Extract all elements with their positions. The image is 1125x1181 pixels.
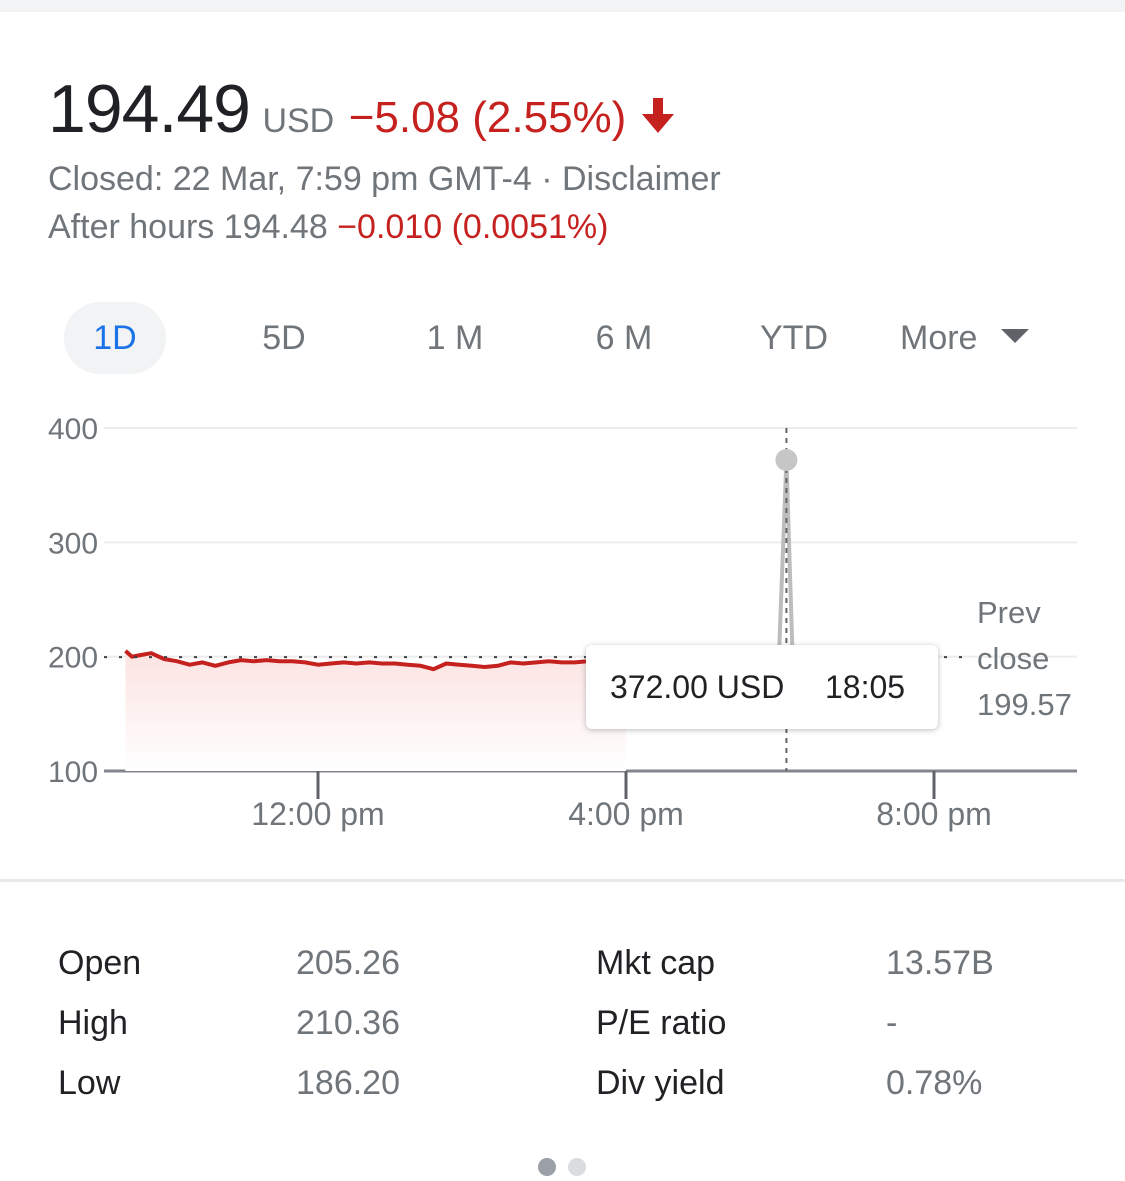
after-hours-price: After hours 194.48 <box>48 208 328 246</box>
stat-value-div-yield: 0.78% <box>886 1064 983 1102</box>
prev-close-line1: Prev <box>977 595 1041 630</box>
stat-value-mkt-cap: 13.57B <box>886 944 994 982</box>
tab-ytd[interactable]: YTD <box>760 319 828 357</box>
stat-value-open: 205.26 <box>296 944 400 982</box>
tooltip-value: 372.00 USD <box>610 669 785 705</box>
stat-row: High 210.36 <box>58 1000 478 1060</box>
y-tick-label: 100 <box>48 756 98 789</box>
tab-1m[interactable]: 1 M <box>426 319 484 357</box>
pagination-dots <box>538 1158 598 1181</box>
session-area <box>125 650 626 771</box>
x-tick-label: 12:00 pm <box>251 796 384 832</box>
session-line <box>124 649 627 672</box>
y-tick-label: 300 <box>48 527 98 560</box>
stat-row: Low 186.20 <box>58 1060 478 1120</box>
x-tick-label: 8:00 pm <box>876 796 992 832</box>
more-dropdown[interactable]: More <box>900 302 1060 374</box>
x-tick-label: 4:00 pm <box>568 796 684 832</box>
stats-right: Mkt cap 13.57B P/E ratio - Div yield 0.7… <box>596 940 1036 1120</box>
stat-label-high: High <box>58 1004 128 1042</box>
tab-1d[interactable]: 1D <box>64 302 166 374</box>
stat-value-pe-ratio: - <box>886 1004 898 1042</box>
separator: · <box>541 160 553 198</box>
stat-value-low: 186.20 <box>296 1064 400 1102</box>
more-label: More <box>900 319 978 357</box>
prev-close-value: 199.57 <box>977 687 1072 722</box>
arrow-down-icon <box>641 98 674 133</box>
stat-label-div-yield: Div yield <box>596 1064 725 1102</box>
price-chart[interactable]: 400 300 200 100 12:00 pm 4:00 pm 8:00 pm <box>0 400 1125 850</box>
disclaimer-link[interactable]: Disclaimer <box>562 160 721 198</box>
chart-tooltip: 372.00 USD 18:05 <box>586 645 938 729</box>
after-hours-change: −0.010 (0.0051%) <box>337 208 609 246</box>
current-price: 194.49 <box>48 71 251 147</box>
page-dot[interactable] <box>568 1158 586 1176</box>
price-change: −5.08 (2.55%) <box>348 93 627 142</box>
tooltip-time: 18:05 <box>825 669 906 705</box>
quote-header: 194.49 USD −5.08 (2.55%) <box>48 70 675 150</box>
y-tick-label: 400 <box>48 413 98 446</box>
stat-label-mkt-cap: Mkt cap <box>596 944 716 982</box>
stat-row: Div yield 0.78% <box>596 1060 1036 1120</box>
stat-label-low: Low <box>58 1064 121 1102</box>
stat-label-pe-ratio: P/E ratio <box>596 1004 727 1042</box>
y-tick-label: 200 <box>48 642 98 675</box>
caret-down-icon <box>1001 329 1030 343</box>
prev-close-label: Prev close 199.57 <box>977 590 1072 728</box>
stat-row: Mkt cap 13.57B <box>596 940 1036 1000</box>
divider <box>0 879 1125 882</box>
close-status: Closed: 22 Mar, 7:59 pm GMT-4 <box>48 160 532 198</box>
after-hours-line <box>626 458 795 665</box>
page-dot-active[interactable] <box>538 1158 556 1176</box>
range-tabs: 1D 5D 1 M 6 M YTD More <box>0 302 1125 376</box>
market-status: Closed: 22 Mar, 7:59 pm GMT-4 · Disclaim… <box>48 160 721 199</box>
prev-close-line2: close <box>977 641 1050 676</box>
stat-label-open: Open <box>58 944 142 982</box>
tab-5d[interactable]: 5D <box>262 319 306 357</box>
currency-label: USD <box>262 102 335 140</box>
tab-6m[interactable]: 6 M <box>595 319 653 357</box>
stat-row: P/E ratio - <box>596 1000 1036 1060</box>
stat-value-high: 210.36 <box>296 1004 400 1042</box>
after-hours: After hours 194.48 −0.010 (0.0051%) <box>48 208 608 247</box>
stat-row: Open 205.26 <box>58 940 478 1000</box>
top-strip <box>0 0 1125 12</box>
stats-left: Open 205.26 High 210.36 Low 186.20 <box>58 940 478 1120</box>
selected-point <box>775 449 798 472</box>
